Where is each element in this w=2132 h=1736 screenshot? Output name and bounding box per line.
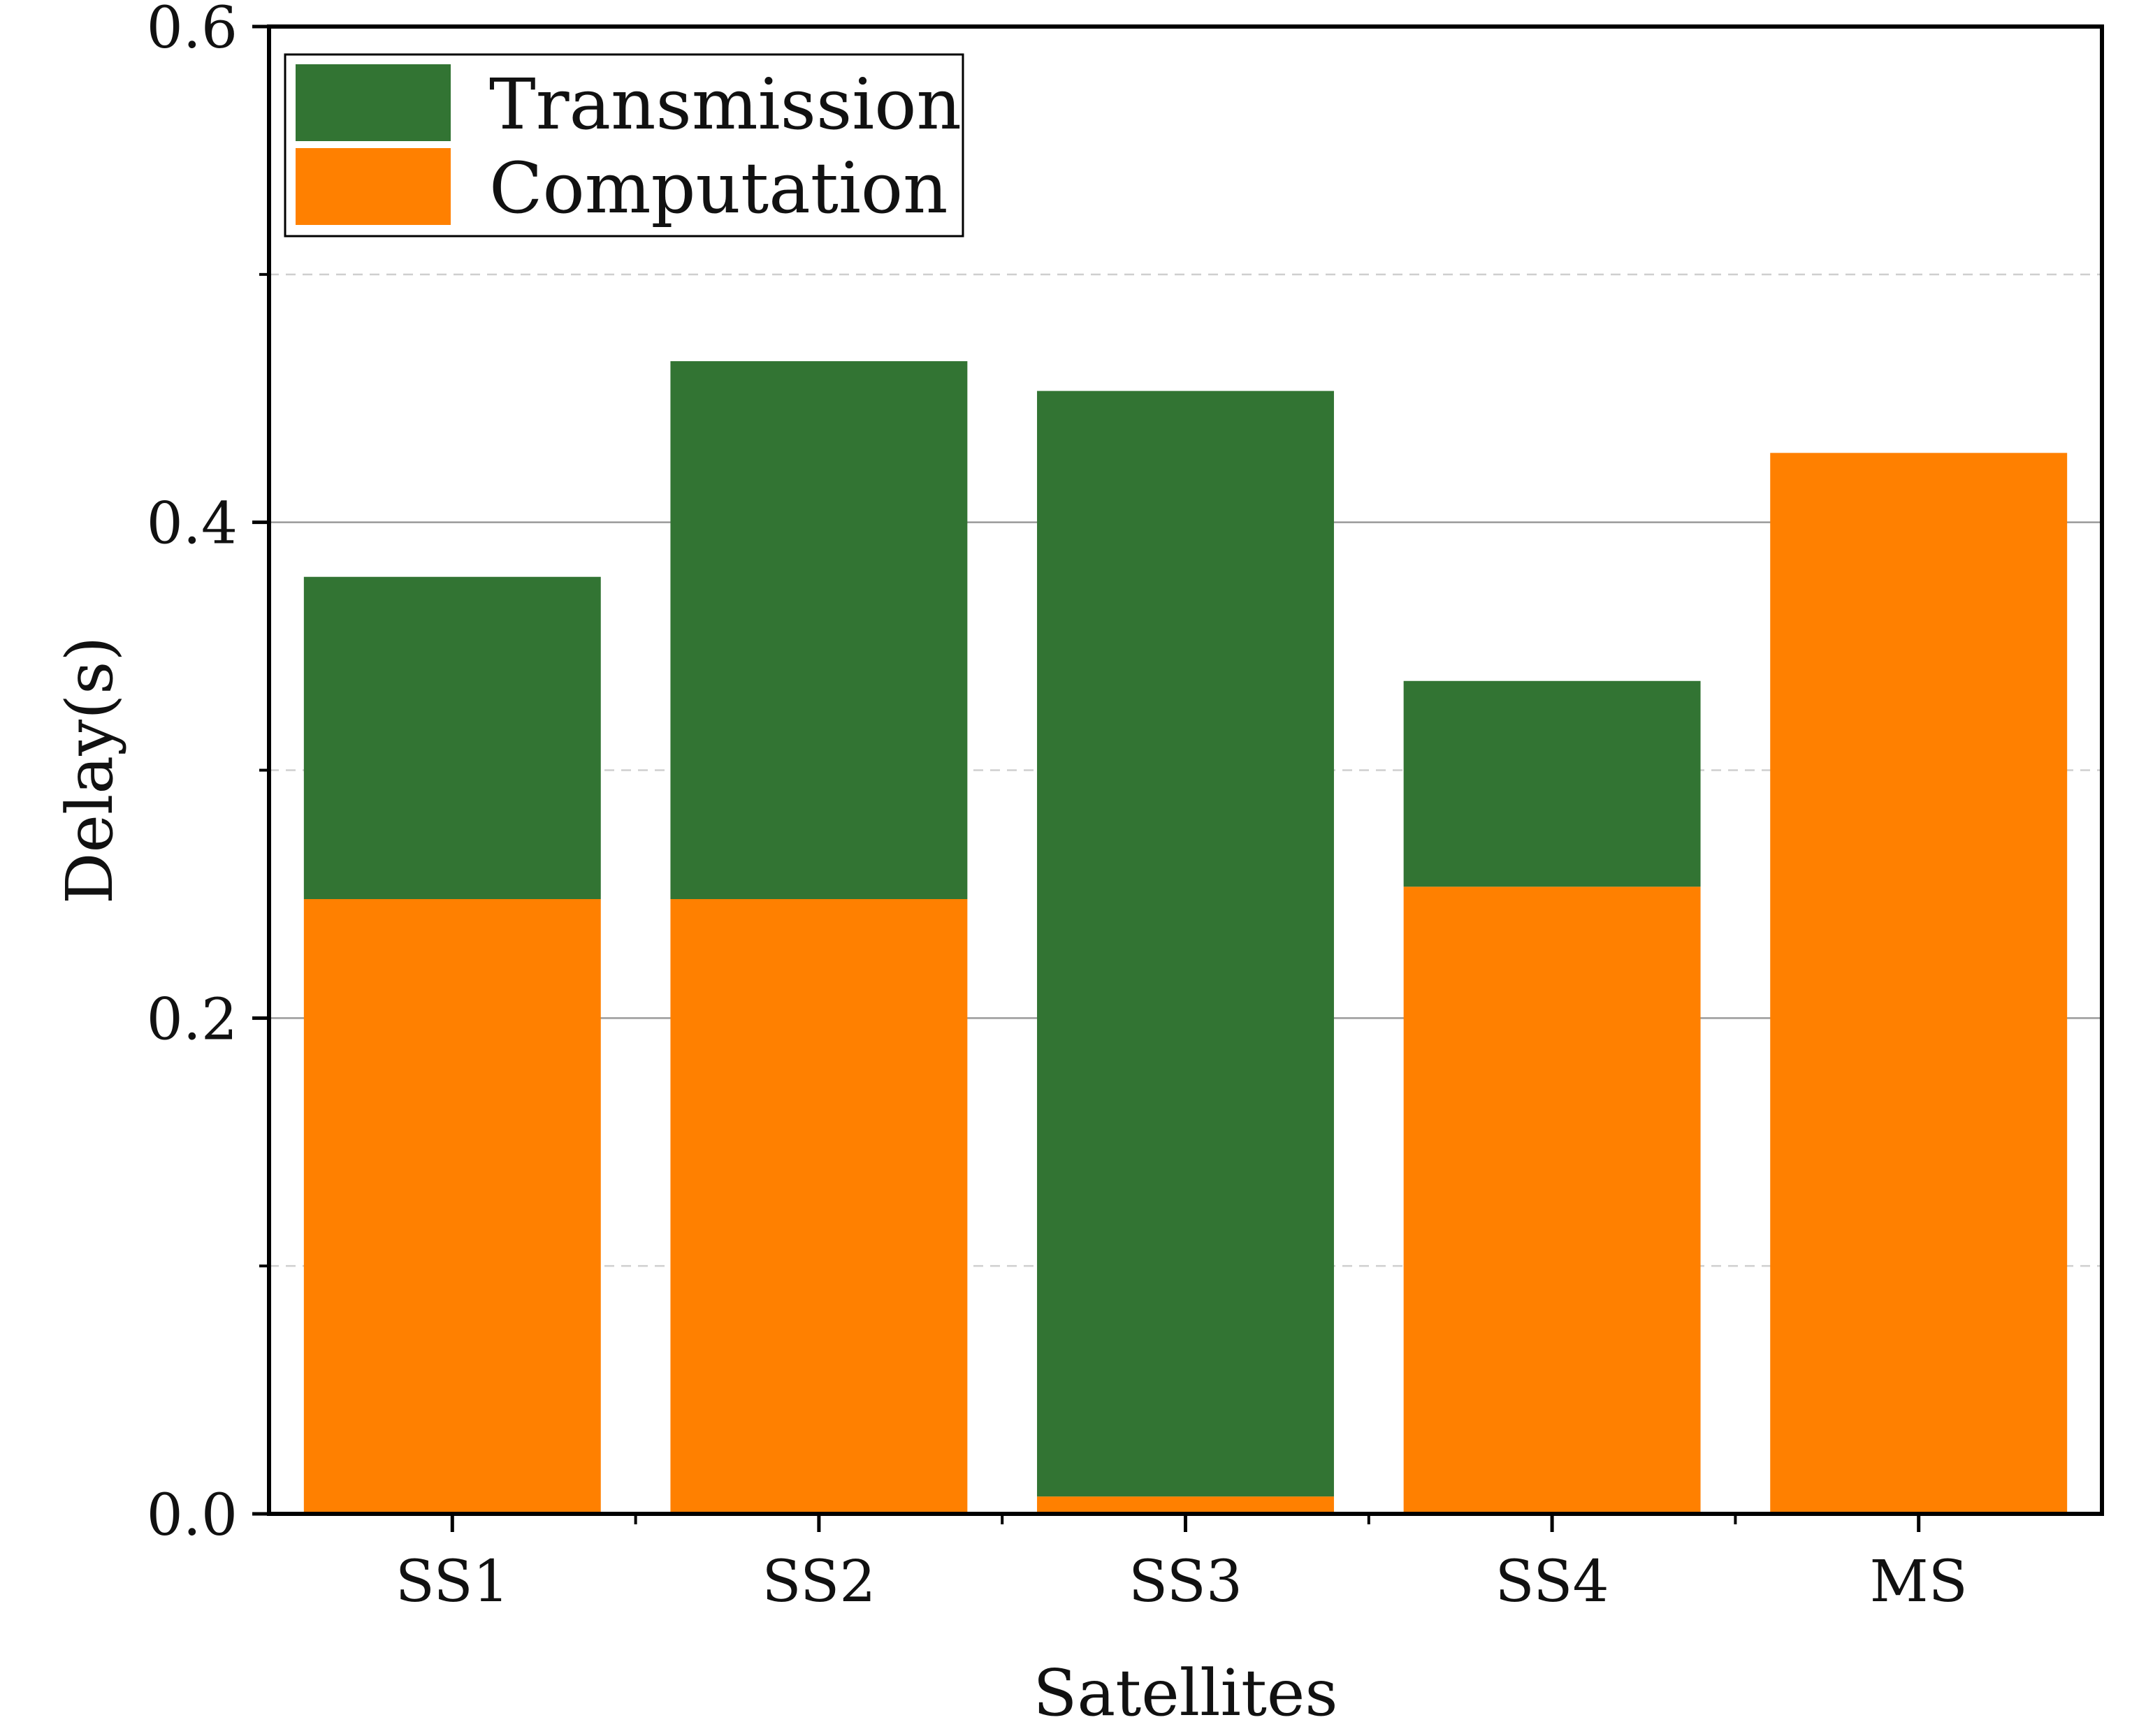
bar-computation-ss4 bbox=[1403, 887, 1701, 1514]
bar-computation-ss3 bbox=[1037, 1496, 1334, 1514]
x-axis-title: Satellites bbox=[1033, 1656, 1337, 1730]
y-tick-label: 0.2 bbox=[147, 986, 238, 1053]
x-tick-label: SS4 bbox=[1495, 1549, 1609, 1615]
y-axis-title: Delay(s) bbox=[52, 636, 127, 904]
bar-transmission-ss4 bbox=[1403, 680, 1701, 887]
legend-swatch-transmission bbox=[296, 64, 451, 141]
bar-computation-ms bbox=[1770, 453, 2068, 1514]
legend-swatch-computation bbox=[296, 148, 451, 225]
bar-computation-ss2 bbox=[670, 899, 968, 1514]
x-tick-label: SS2 bbox=[762, 1549, 876, 1615]
x-tick-label: MS bbox=[1870, 1549, 1968, 1615]
legend-label-computation: Computation bbox=[489, 147, 948, 229]
legend-label-transmission: Transmission bbox=[489, 64, 962, 145]
x-tick-label: SS3 bbox=[1129, 1549, 1242, 1615]
x-tick-label: SS1 bbox=[396, 1549, 509, 1615]
bar-transmission-ss3 bbox=[1037, 391, 1334, 1497]
y-tick-label: 0.6 bbox=[147, 0, 238, 61]
y-tick-label: 0.4 bbox=[147, 491, 238, 557]
bar-transmission-ss1 bbox=[303, 576, 601, 900]
legend: Transmission Computation bbox=[284, 53, 964, 238]
y-tick-label: 0.0 bbox=[147, 1482, 238, 1549]
ticks-layer: 0.0 0.2 0.4 0.6 SS1 SS2 SS3 SS4 MS bbox=[147, 0, 1968, 1615]
bars-layer bbox=[303, 361, 2068, 1514]
bar-transmission-ss2 bbox=[670, 361, 968, 900]
bar-computation-ss1 bbox=[303, 899, 601, 1514]
